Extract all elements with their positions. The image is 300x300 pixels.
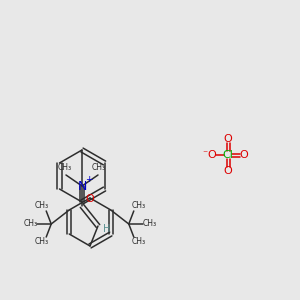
Text: CH₃: CH₃ — [58, 164, 72, 172]
Text: O: O — [224, 134, 232, 144]
Text: CH₃: CH₃ — [143, 220, 157, 229]
Text: CH₃: CH₃ — [23, 220, 37, 229]
Text: CH₃: CH₃ — [132, 202, 146, 211]
Text: CH₃: CH₃ — [132, 238, 146, 247]
Text: O: O — [240, 150, 248, 160]
Text: N: N — [77, 179, 87, 193]
Text: CH₃: CH₃ — [34, 238, 48, 247]
Text: +: + — [85, 175, 93, 184]
Text: CH₃: CH₃ — [92, 164, 106, 172]
Text: O: O — [85, 194, 94, 204]
Text: O: O — [208, 150, 216, 160]
Text: H: H — [103, 224, 111, 234]
Text: Cl: Cl — [223, 150, 233, 160]
Text: O: O — [224, 166, 232, 176]
Text: CH₃: CH₃ — [34, 202, 48, 211]
Text: ⁻: ⁻ — [202, 149, 208, 159]
